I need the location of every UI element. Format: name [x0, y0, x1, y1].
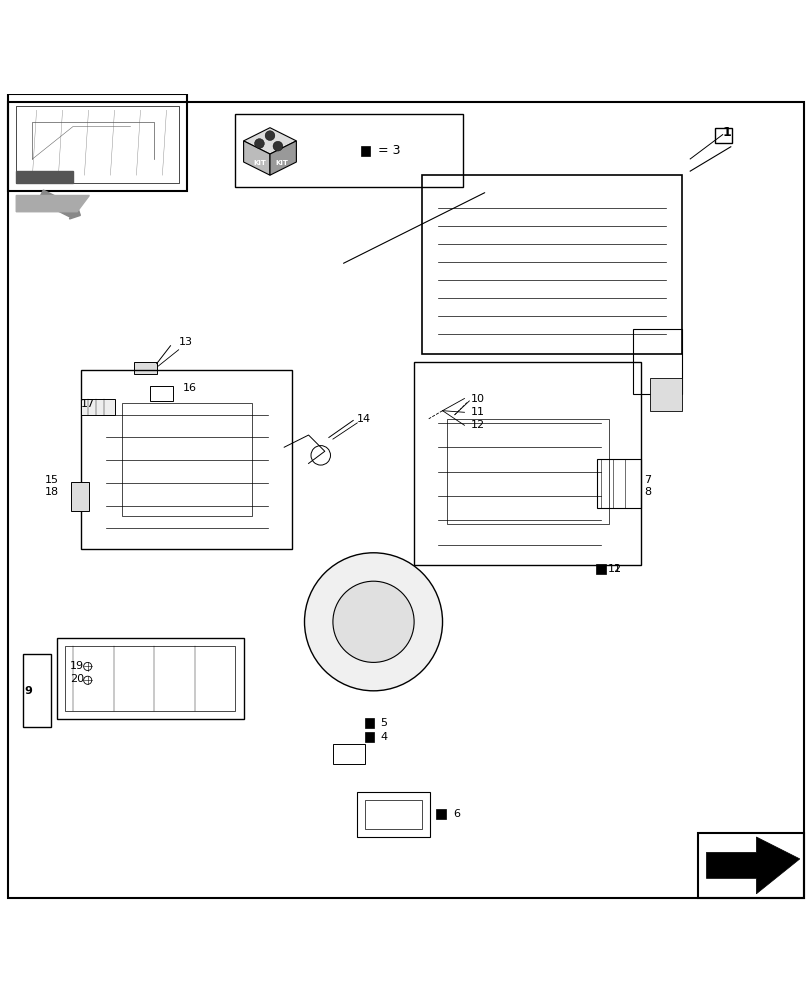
Bar — [649, 378, 681, 411]
Bar — [57, 638, 243, 719]
Bar — [16, 171, 73, 183]
Text: 12: 12 — [470, 420, 484, 430]
Bar — [235, 114, 462, 187]
Bar — [697, 833, 803, 898]
Bar — [71, 482, 88, 511]
Bar — [595, 564, 605, 574]
Text: 13: 13 — [178, 337, 192, 347]
Text: 11: 11 — [470, 407, 484, 417]
Bar — [23, 654, 51, 727]
Bar — [633, 329, 681, 394]
Text: 1: 1 — [722, 126, 730, 139]
Text: 2: 2 — [612, 564, 620, 574]
Bar — [360, 146, 370, 156]
Text: 10: 10 — [470, 393, 484, 403]
Bar — [357, 792, 430, 837]
Bar — [365, 800, 422, 829]
Text: 6: 6 — [453, 809, 460, 819]
Bar — [364, 718, 374, 728]
Text: 11: 11 — [607, 564, 620, 574]
Polygon shape — [243, 128, 296, 154]
Polygon shape — [243, 141, 269, 175]
Text: 17: 17 — [81, 399, 95, 409]
Text: = 3: = 3 — [377, 144, 400, 157]
Text: 4: 4 — [380, 732, 387, 742]
Circle shape — [333, 581, 414, 662]
Bar — [596, 459, 641, 508]
Circle shape — [264, 131, 274, 140]
Bar — [436, 809, 445, 819]
Text: 14: 14 — [357, 414, 371, 424]
Text: 9: 9 — [24, 686, 32, 696]
Bar — [8, 94, 187, 191]
Bar — [446, 419, 608, 524]
Bar — [333, 744, 365, 764]
Circle shape — [254, 139, 264, 148]
Text: KIT: KIT — [275, 160, 288, 166]
Bar — [81, 370, 292, 549]
Text: 18: 18 — [45, 487, 58, 497]
Text: 5: 5 — [380, 718, 387, 728]
Polygon shape — [16, 196, 89, 212]
Text: KIT: KIT — [253, 160, 266, 166]
Text: 20: 20 — [71, 674, 84, 684]
Circle shape — [304, 553, 442, 691]
Polygon shape — [269, 141, 296, 175]
Text: 15: 15 — [45, 475, 58, 485]
Bar — [150, 386, 173, 401]
FancyArrow shape — [38, 190, 80, 219]
Text: 8: 8 — [643, 487, 650, 497]
Text: 7: 7 — [643, 475, 650, 485]
Bar — [714, 128, 732, 143]
Text: 16: 16 — [182, 383, 196, 393]
Bar — [422, 175, 681, 354]
Text: 19: 19 — [71, 661, 84, 671]
Bar — [81, 398, 115, 415]
Bar — [65, 646, 235, 711]
Bar — [414, 362, 641, 565]
Bar — [134, 362, 157, 374]
Bar — [364, 732, 374, 742]
Bar — [122, 403, 251, 516]
Polygon shape — [706, 837, 799, 894]
Circle shape — [272, 141, 282, 151]
